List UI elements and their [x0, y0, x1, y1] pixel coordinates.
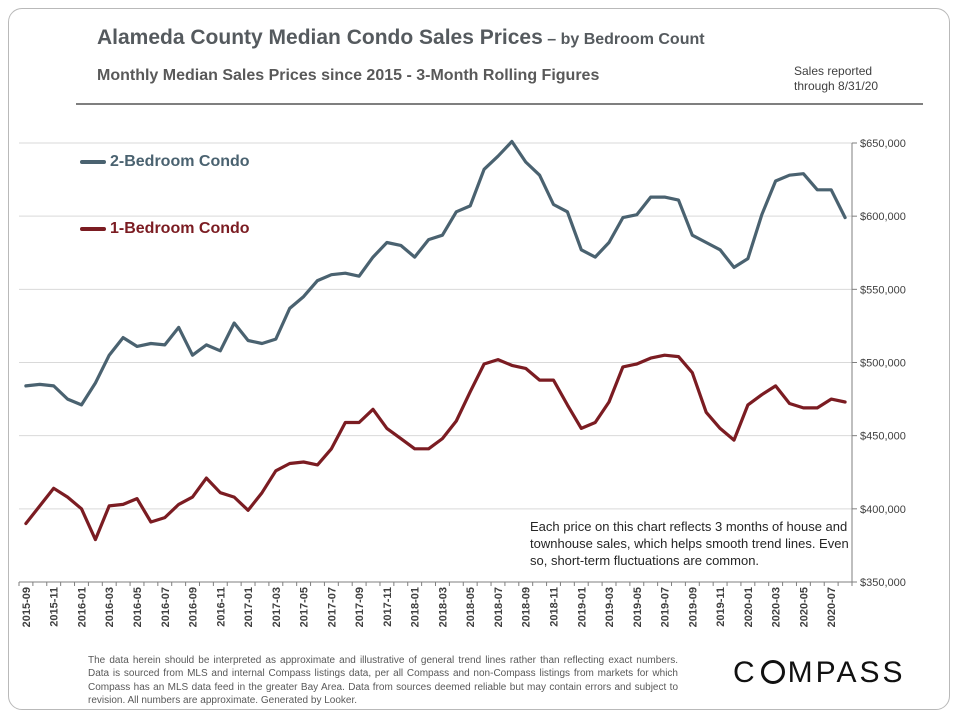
chart-callout-note: Each price on this chart reflects 3 mont… [530, 519, 849, 568]
x-tick-label: 2020-03 [771, 587, 783, 627]
y-tick-label: $400,000 [860, 504, 906, 516]
x-tick-label: 2017-11 [382, 587, 394, 627]
slide-frame [8, 8, 950, 710]
chart-title-suffix: – by Bedroom Count [542, 31, 705, 48]
x-tick-label: 2019-11 [715, 587, 727, 627]
sales-reported-line1: Sales reported [794, 64, 873, 78]
x-tick-label: 2017-01 [243, 587, 255, 627]
data-disclaimer: The data herein should be interpreted as… [88, 655, 678, 706]
series-line-2-bedroom [24, 139, 847, 407]
x-tick-label: 2019-09 [687, 587, 699, 627]
y-tick-label: $550,000 [860, 284, 906, 296]
x-tick-label: 2016-07 [160, 587, 172, 627]
x-tick-label: 2020-05 [798, 587, 810, 627]
x-tick-label: 2018-03 [437, 587, 449, 627]
x-tick-label: 2019-07 [660, 587, 672, 627]
x-tick-label: 2016-11 [215, 587, 227, 627]
legend-item-2-bedroom: 2-Bedroom Condo [80, 153, 250, 171]
y-tick-label: $650,000 [860, 138, 906, 150]
legend-label-2-bedroom: 2-Bedroom Condo [110, 153, 250, 170]
x-tick-label: 2018-09 [521, 587, 533, 627]
header-divider [76, 103, 923, 105]
x-tick-label: 2016-09 [188, 587, 200, 627]
x-tick-label: 2016-03 [104, 587, 116, 627]
x-tick-label: 2017-07 [326, 587, 338, 627]
x-tick-label: 2018-05 [465, 587, 477, 627]
sales-reported-note: Sales reported through 8/31/20 [794, 64, 878, 94]
x-tick-label: 2015-11 [49, 587, 61, 627]
compass-logo: C MPASS [733, 656, 906, 689]
x-tick-label: 2019-05 [632, 587, 644, 627]
x-tick-label: 2019-01 [576, 587, 588, 627]
chart-subtitle: Monthly Median Sales Prices since 2015 -… [97, 67, 600, 84]
y-tick-label: $500,000 [860, 358, 906, 370]
x-tick-label: 2020-07 [826, 587, 838, 627]
x-tick-label: 2015-09 [21, 587, 33, 627]
x-tick-label: 2017-05 [299, 587, 311, 627]
y-tick-label: $350,000 [860, 577, 906, 589]
chart-title: Alameda County Median Condo Sales Prices… [97, 26, 705, 49]
y-tick-label: $600,000 [860, 211, 906, 223]
x-tick-label: 2018-07 [493, 587, 505, 627]
x-tick-label: 2017-09 [354, 587, 366, 627]
legend-swatch-2-bedroom [80, 159, 106, 164]
legend-item-1-bedroom: 1-Bedroom Condo [80, 220, 250, 238]
legend-label-1-bedroom: 1-Bedroom Condo [110, 220, 250, 237]
series-line-1-bedroom [24, 353, 847, 542]
x-tick-label: 2017-03 [271, 587, 283, 627]
x-tick-label: 2018-11 [549, 587, 561, 627]
x-tick-label: 2016-01 [76, 587, 88, 627]
x-tick-label: 2020-01 [743, 587, 755, 627]
x-tick-label: 2016-05 [132, 587, 144, 627]
sales-reported-line2: through 8/31/20 [794, 79, 879, 93]
x-tick-label: 2019-03 [604, 587, 616, 627]
y-tick-label: $450,000 [860, 431, 906, 443]
compass-logo-ring-icon [760, 660, 785, 684]
legend-swatch-1-bedroom [80, 226, 106, 231]
x-tick-label: 2018-01 [410, 587, 422, 627]
